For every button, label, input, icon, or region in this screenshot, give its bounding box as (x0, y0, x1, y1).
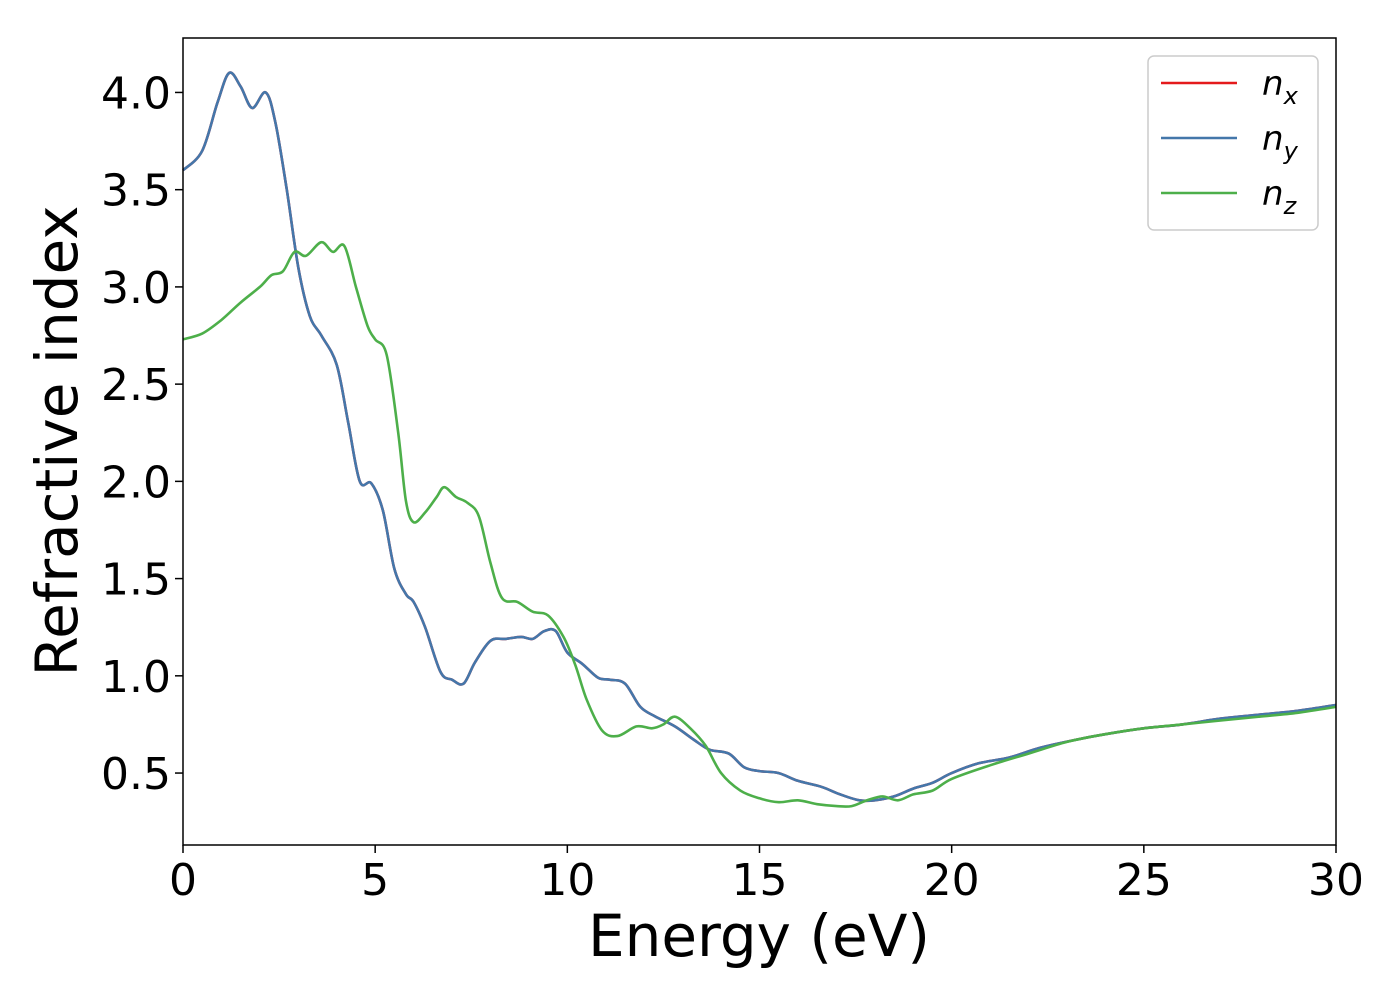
legend-label-subscript: z (1283, 192, 1298, 220)
x-tick-label: 15 (732, 855, 788, 906)
y-tick-label: 3.5 (101, 166, 171, 217)
y-tick-label: 2.5 (101, 360, 171, 411)
legend-box (1147, 55, 1319, 231)
x-tick-label: 25 (1116, 855, 1172, 906)
series-line-n-z (182, 240, 1337, 808)
legend-label-n-x: nx (1262, 64, 1299, 110)
x-tick-label: 10 (539, 855, 595, 906)
legend-label-n-z: nz (1262, 174, 1298, 220)
y-tick-label: 4.0 (101, 68, 171, 119)
legend-label-n-y: ny (1262, 119, 1299, 165)
series-line-n-y (182, 71, 1337, 803)
legend-label-main: n (1262, 119, 1284, 159)
x-tick-label: 5 (361, 855, 389, 906)
x-tick-label: 20 (924, 855, 980, 906)
y-tick-label: 2.0 (101, 457, 171, 508)
y-tick-label: 0.5 (101, 749, 171, 800)
legend-label-main: n (1262, 64, 1284, 104)
y-tick-label: 1.0 (101, 652, 171, 703)
y-axis: 0.5 1.0 1.5 2.0 2.5 3.0 3.5 4.0 (101, 68, 183, 800)
y-axis-title: Refractive index (23, 205, 91, 676)
y-tick-label: 1.5 (101, 555, 171, 606)
x-axis: 0 5 10 15 20 25 30 (169, 845, 1364, 906)
x-tick-label: 30 (1308, 855, 1364, 906)
x-axis-title: Energy (eV) (588, 902, 930, 970)
legend-label-subscript: x (1283, 82, 1299, 110)
legend-label-subscript: y (1283, 137, 1299, 165)
x-tick-label: 0 (169, 855, 197, 906)
plot-background (183, 38, 1336, 845)
series-layer (182, 71, 1337, 808)
legend-label-main: n (1262, 174, 1284, 214)
y-tick-label: 3.0 (101, 263, 171, 314)
